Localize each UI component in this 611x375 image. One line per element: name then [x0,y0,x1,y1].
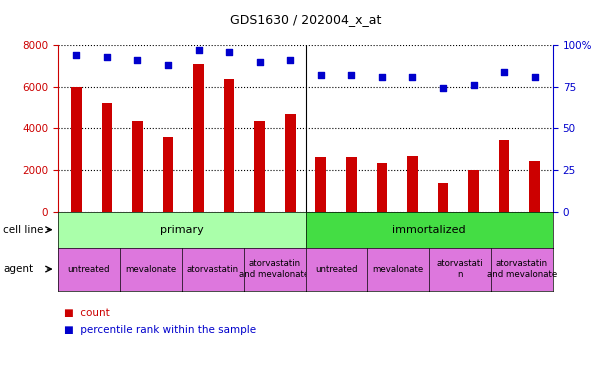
Point [408,74,417,80]
Text: agent: agent [3,264,33,274]
Bar [224,80,235,212]
Text: ■  count: ■ count [64,308,110,318]
Point [346,72,356,78]
Text: mevalonate: mevalonate [373,265,424,274]
Bar [285,114,296,212]
Point [469,82,478,88]
Text: cell line: cell line [3,225,43,235]
Bar [193,64,204,212]
Text: untreated: untreated [315,265,357,274]
Bar [163,137,174,212]
Point [133,57,142,63]
Text: untreated: untreated [68,265,110,274]
Text: GDS1630 / 202004_x_at: GDS1630 / 202004_x_at [230,13,381,26]
Bar [315,157,326,212]
Bar [499,140,510,212]
Text: atorvastatin
and mevalonate: atorvastatin and mevalonate [240,260,310,279]
Point [71,52,81,58]
Text: atorvastatin: atorvastatin [186,265,239,274]
Bar [407,156,418,212]
Text: immortalized: immortalized [392,225,466,235]
Bar [376,163,387,212]
Bar [437,183,448,212]
Bar [71,87,82,212]
Text: mevalonate: mevalonate [125,265,177,274]
Point [102,54,112,60]
Point [438,86,448,92]
Point [530,74,540,80]
Bar [529,161,540,212]
Point [224,49,234,55]
Bar [101,104,112,212]
Bar [346,157,357,212]
Text: atorvastatin
and mevalonate: atorvastatin and mevalonate [487,260,557,279]
Text: primary: primary [160,225,203,235]
Bar [468,170,479,212]
Text: atorvastati
n: atorvastati n [437,260,483,279]
Point [194,47,203,53]
Point [163,62,173,68]
Point [316,72,326,78]
Text: ■  percentile rank within the sample: ■ percentile rank within the sample [64,325,256,335]
Point [499,69,509,75]
Bar [254,121,265,212]
Point [255,58,265,64]
Bar [132,121,143,212]
Point [377,74,387,80]
Point [285,57,295,63]
